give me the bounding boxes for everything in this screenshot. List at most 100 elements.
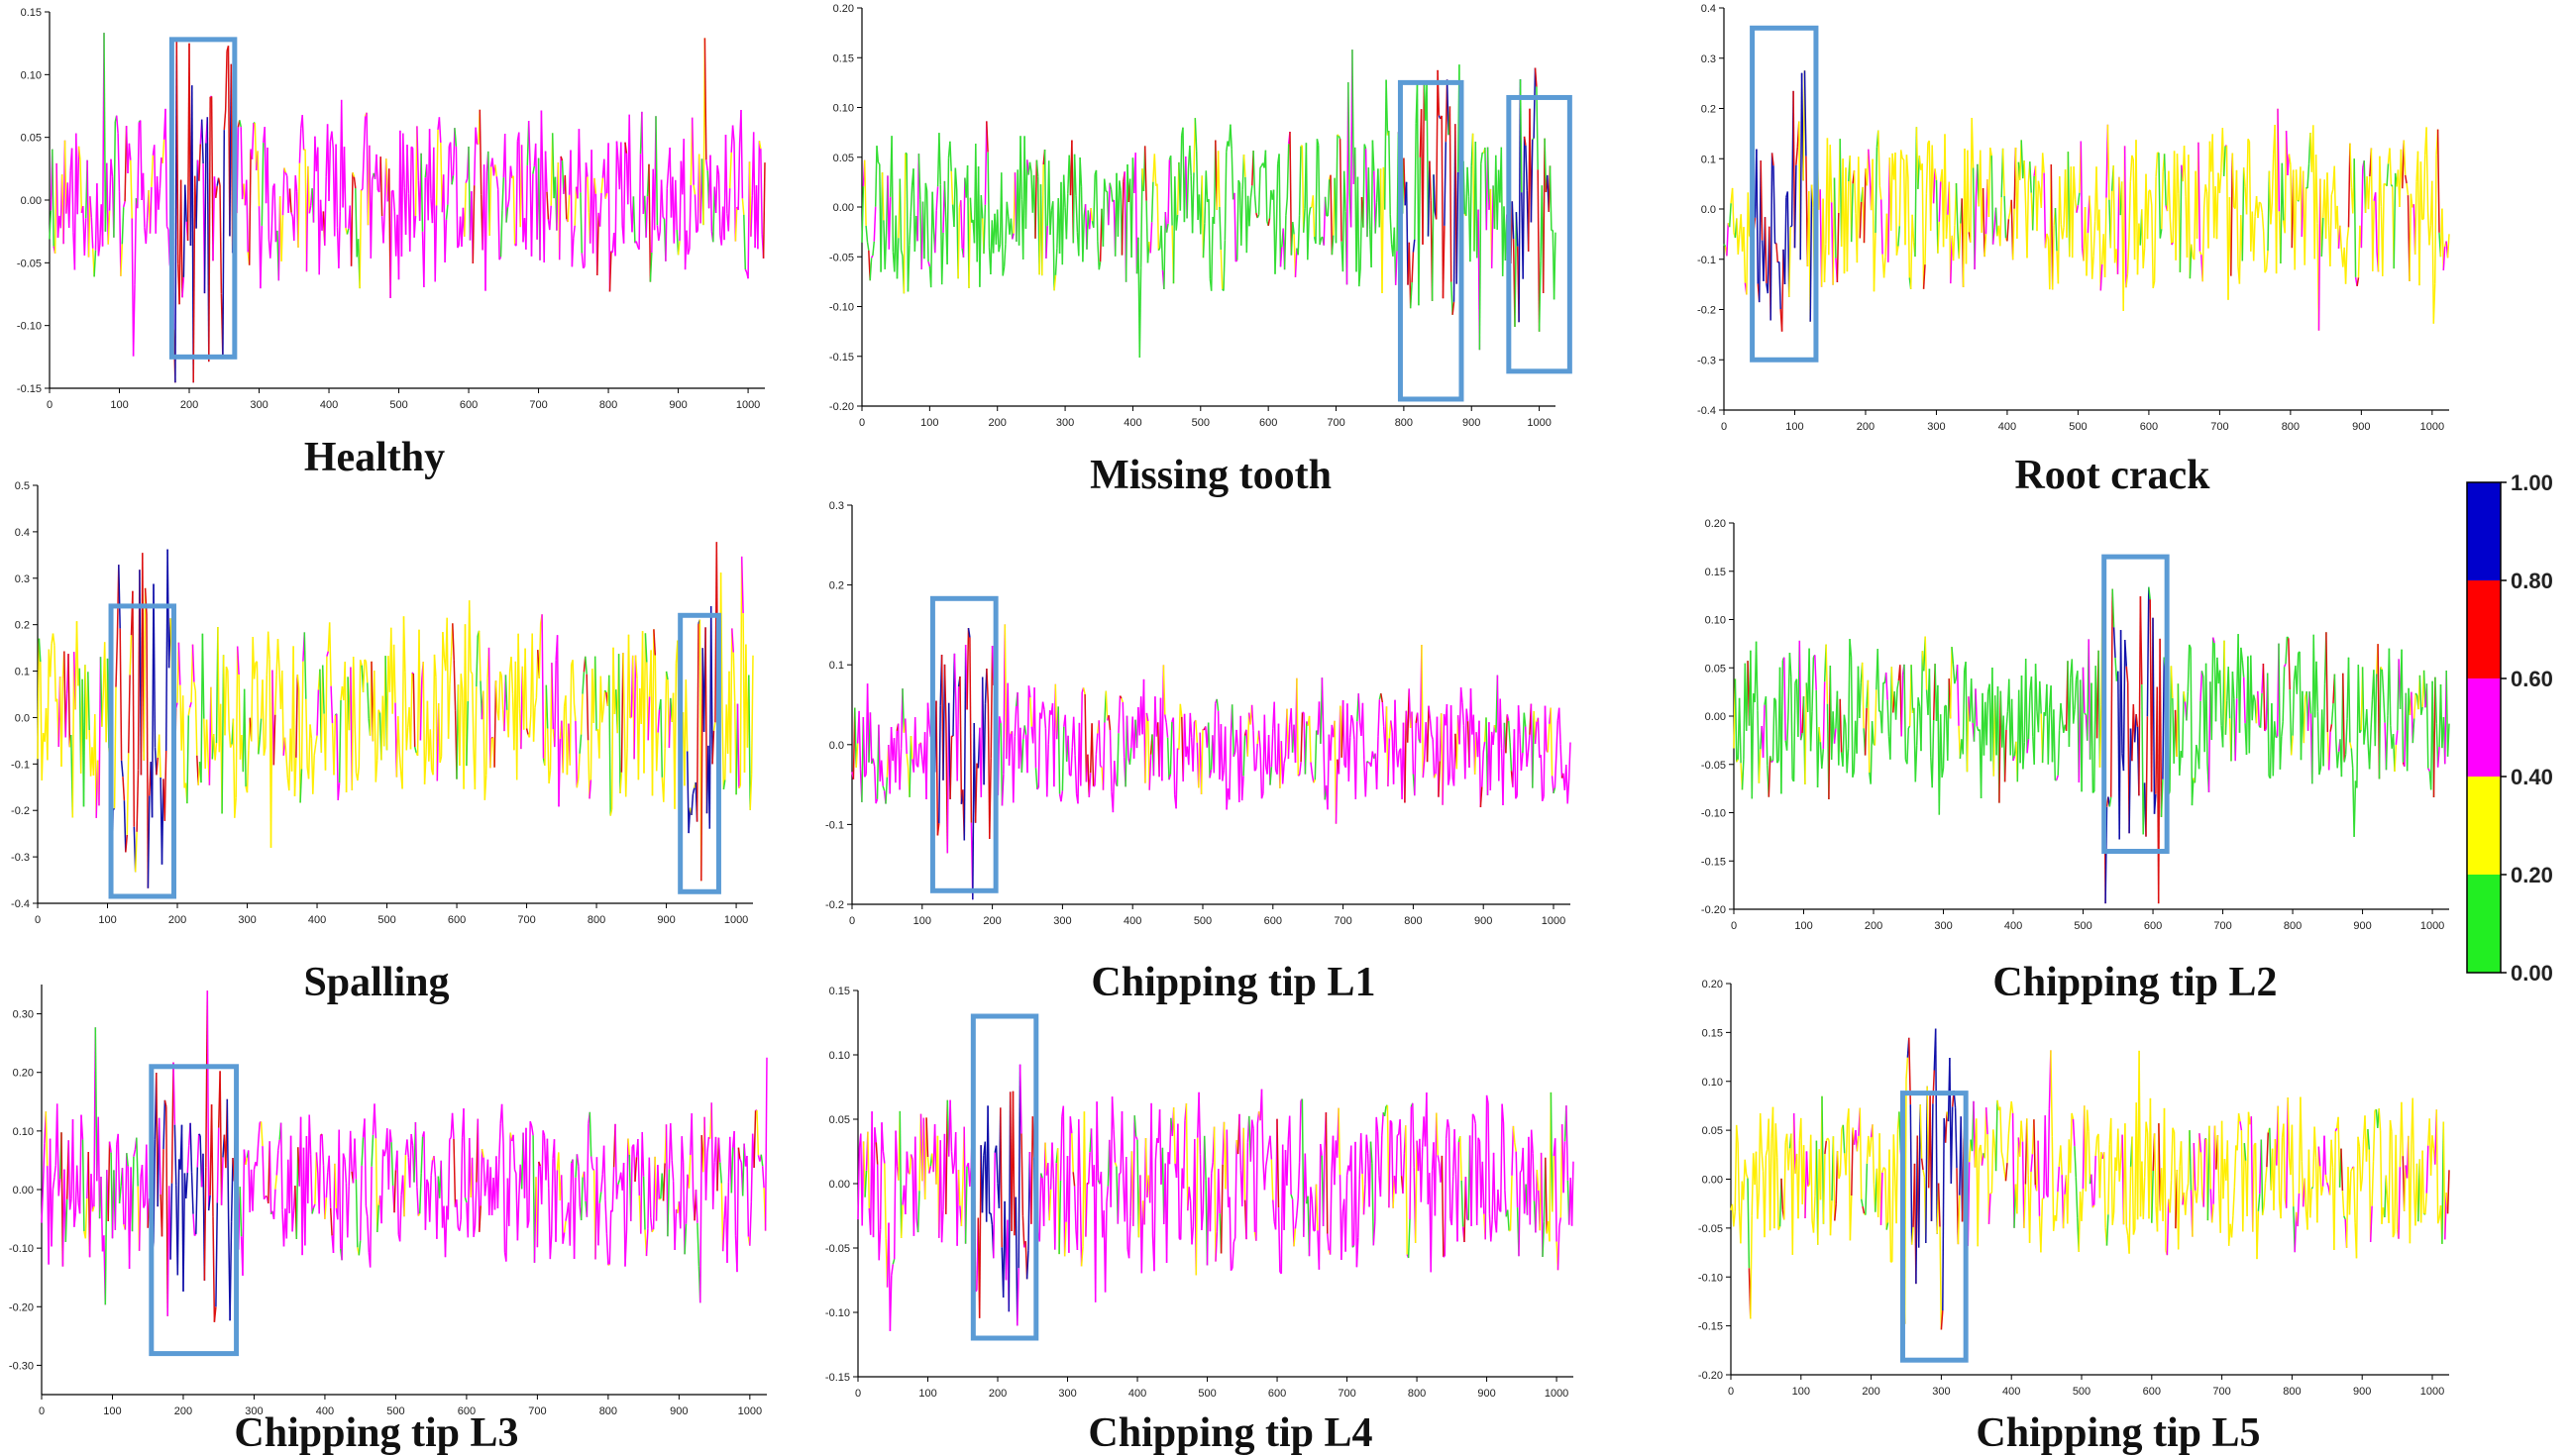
- signal-segment: [1062, 1105, 1066, 1257]
- signal-segment: [313, 744, 317, 756]
- signal-segment: [1412, 239, 1416, 253]
- signal-segment: [571, 238, 575, 267]
- signal-segment: [416, 126, 420, 181]
- signal-segment: [70, 148, 74, 233]
- signal-segment: [364, 659, 367, 662]
- signal-segment: [1438, 761, 1442, 797]
- signal-segment: [1996, 1099, 2000, 1111]
- signal-segment: [1273, 701, 1277, 771]
- signal-segment: [125, 834, 129, 853]
- signal-segment: [1100, 1171, 1104, 1238]
- signal-segment: [909, 216, 911, 246]
- signal-segment: [1418, 156, 1422, 306]
- signal-segment: [726, 1182, 730, 1264]
- signal-segment: [2377, 156, 2381, 272]
- signal-segment: [2037, 180, 2041, 189]
- signal-segment: [1323, 196, 1327, 246]
- signal-segment: [1822, 681, 1826, 750]
- signal-segment: [2409, 1144, 2412, 1244]
- signal-segment: [691, 117, 695, 185]
- signal-segment: [288, 188, 292, 213]
- signal-segment: [301, 115, 305, 151]
- signal-line: [861, 50, 1556, 359]
- signal-segment: [573, 1177, 577, 1260]
- signal-segment: [2277, 1105, 2281, 1202]
- signal-segment: [1788, 653, 1792, 677]
- signal-segment: [2224, 700, 2228, 735]
- signal-segment: [1102, 722, 1106, 790]
- signal-segment: [2318, 1166, 2322, 1196]
- signal-segment: [146, 614, 150, 888]
- signal-segment: [297, 162, 301, 249]
- signal-segment: [1052, 201, 1055, 291]
- signal-segment: [1298, 146, 1302, 216]
- signal-segment: [1103, 178, 1107, 192]
- signal-segment: [2233, 1145, 2237, 1188]
- signal-segment: [2189, 1130, 2193, 1191]
- signal-segment: [1127, 1216, 1131, 1259]
- signal-segment: [2404, 174, 2408, 184]
- signal-segment: [2007, 1115, 2011, 1134]
- signal-segment: [40, 662, 43, 780]
- signal-segment: [2026, 1118, 2029, 1176]
- signal-segment: [103, 33, 107, 232]
- signal-segment: [1165, 722, 1169, 738]
- signal-segment: [357, 766, 361, 781]
- y-tick-label: 0.00: [1705, 711, 1726, 723]
- x-tick-label: 1000: [2420, 421, 2444, 433]
- signal-segment: [1499, 698, 1503, 749]
- signal-segment: [1422, 80, 1426, 245]
- signal-segment: [1257, 730, 1261, 750]
- signal-segment: [2394, 744, 2398, 773]
- signal-segment: [1399, 1119, 1403, 1177]
- y-tick-label: 0.2: [15, 620, 30, 632]
- signal-segment: [1095, 733, 1099, 755]
- signal-segment: [691, 1112, 695, 1198]
- signal-segment: [925, 1117, 929, 1158]
- signal-segment: [638, 154, 642, 250]
- signal-segment: [272, 714, 276, 766]
- signal-segment: [1217, 151, 1221, 208]
- signal-segment: [2281, 162, 2285, 221]
- signal-segment: [681, 1136, 685, 1163]
- signal-segment: [1156, 183, 1160, 251]
- signal-segment: [895, 1130, 899, 1167]
- signal-segment: [569, 664, 573, 766]
- y-tick-label: 0.10: [1702, 1077, 1723, 1089]
- x-tick-label: 900: [657, 914, 675, 926]
- signal-segment: [869, 712, 873, 765]
- signal-segment: [2162, 657, 2166, 780]
- signal-segment: [599, 1174, 603, 1193]
- signal-segment: [1325, 1112, 1329, 1234]
- signal-segment: [1283, 215, 1287, 270]
- signal-segment: [497, 671, 501, 721]
- x-tick-label: 700: [1334, 915, 1351, 927]
- signal-segment: [1518, 1172, 1522, 1257]
- signal-segment: [731, 628, 735, 653]
- signal-segment: [1093, 174, 1096, 228]
- signal-segment: [1983, 234, 1987, 258]
- signal-segment: [2020, 675, 2024, 770]
- signal-segment: [2347, 657, 2351, 743]
- signal-segment: [2291, 1124, 2295, 1207]
- signal-segment: [2214, 657, 2218, 722]
- signal-segment: [513, 1169, 517, 1174]
- signal-segment: [620, 142, 623, 226]
- signal-segment: [1895, 246, 1899, 256]
- signal-segment: [2403, 1165, 2407, 1211]
- signal-segment: [2425, 683, 2429, 769]
- signal-segment: [660, 179, 664, 218]
- signal-segment: [586, 1123, 589, 1217]
- signal-segment: [884, 1163, 887, 1239]
- signal-segment: [743, 214, 747, 270]
- signal-segment: [1839, 1128, 1843, 1175]
- signal-segment: [75, 621, 79, 686]
- signal-segment: [1917, 1104, 1921, 1248]
- signal-segment: [1485, 1094, 1489, 1103]
- x-tick-label: 600: [1264, 915, 1282, 927]
- signal-segment: [1951, 647, 1955, 665]
- chart-panel-2: -0.20-0.15-0.10-0.050.000.050.100.150.20…: [829, 3, 1572, 498]
- signal-segment: [880, 760, 884, 786]
- signal-segment: [118, 565, 121, 629]
- signal-segment: [1239, 715, 1243, 801]
